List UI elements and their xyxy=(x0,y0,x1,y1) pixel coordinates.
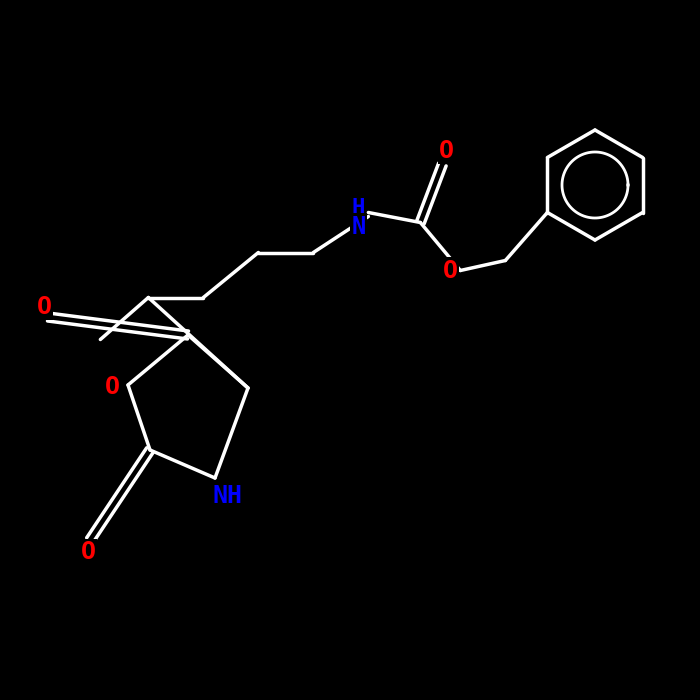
Text: O: O xyxy=(104,375,120,399)
Text: NH: NH xyxy=(212,484,242,508)
Text: O: O xyxy=(36,295,52,319)
Text: O: O xyxy=(80,540,95,564)
Text: O: O xyxy=(443,258,458,283)
Text: N: N xyxy=(351,214,365,239)
Text: H: H xyxy=(351,199,365,218)
Text: O: O xyxy=(439,139,454,162)
